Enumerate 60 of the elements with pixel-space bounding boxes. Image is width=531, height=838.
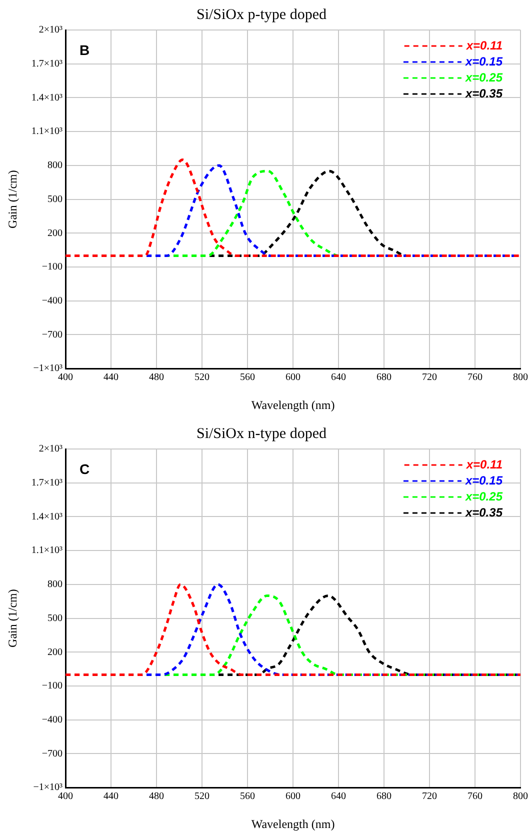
y-tick-label: −400 xyxy=(42,296,63,307)
x-tick-label: 720 xyxy=(422,791,438,802)
x-axis-title: Wavelength (nm) xyxy=(251,398,335,412)
y-tick-label: −100 xyxy=(42,262,63,273)
x-tick-label: 560 xyxy=(240,372,256,384)
y-tick-label: 1.1×10³ xyxy=(31,545,63,556)
legend-label: x=0.25 xyxy=(464,489,503,504)
x-tick-label: 680 xyxy=(376,372,392,384)
y-axis-title: Gain (1/cm) xyxy=(5,589,20,648)
x-tick-label: 600 xyxy=(286,791,301,802)
y-tick-label: 1.1×10³ xyxy=(31,126,63,138)
x-tick-label: 480 xyxy=(149,372,164,384)
annotation: C xyxy=(80,460,90,477)
x-tick-label: 400 xyxy=(58,372,74,384)
y-tick-label: 200 xyxy=(48,646,63,658)
y-tick-label: 1.4×10³ xyxy=(31,511,63,522)
x-tick-label: 720 xyxy=(422,372,438,384)
y-tick-label: 200 xyxy=(48,228,63,239)
x-tick-label: 640 xyxy=(331,791,346,802)
legend-label: x=0.15 xyxy=(464,473,503,488)
y-tick-label: 800 xyxy=(48,579,63,590)
x-tick-label: 640 xyxy=(331,372,346,384)
x-tick-label: 440 xyxy=(104,791,119,802)
y-tick-label: 1.4×10³ xyxy=(31,92,63,104)
x-tick-label: 800 xyxy=(513,372,528,384)
y-tick-label: −100 xyxy=(42,680,63,692)
y-tick-label: 500 xyxy=(48,194,63,205)
x-tick-label: 520 xyxy=(194,791,210,802)
y-tick-label: 800 xyxy=(48,160,63,172)
legend-label: x=0.11 xyxy=(465,38,503,52)
y-tick-label: 1.7×10³ xyxy=(31,58,63,70)
x-tick-label: 440 xyxy=(104,372,119,384)
y-tick-label: −400 xyxy=(42,714,63,726)
x-tick-label: 520 xyxy=(194,372,210,384)
x-tick-label: 800 xyxy=(513,791,528,802)
x-tick-label: 400 xyxy=(58,791,74,802)
y-axis-title: Gain (1/cm) xyxy=(5,170,20,228)
x-tick-label: 600 xyxy=(286,372,301,384)
x-tick-label: 760 xyxy=(468,791,483,802)
x-tick-label: 680 xyxy=(376,791,392,802)
legend-label: x=0.15 xyxy=(464,54,503,68)
y-tick-label: 1.7×10³ xyxy=(31,477,63,488)
legend-label: x=0.35 xyxy=(464,505,503,520)
y-tick-label: −700 xyxy=(42,329,63,340)
x-tick-label: 480 xyxy=(149,791,164,802)
chart-title: Si/SiOx n-type doped xyxy=(196,426,327,442)
y-tick-label: 2×10³ xyxy=(38,24,63,36)
legend-label: x=0.11 xyxy=(465,457,503,472)
annotation: B xyxy=(80,42,90,58)
legend-label: x=0.35 xyxy=(464,86,503,100)
x-tick-label: 760 xyxy=(468,372,483,384)
y-tick-label: 500 xyxy=(48,612,63,624)
legend-label: x=0.25 xyxy=(464,70,503,84)
y-tick-label: −1×10³ xyxy=(33,363,63,374)
y-tick-label: 2×10³ xyxy=(38,444,63,455)
y-tick-label: −700 xyxy=(42,748,63,760)
x-axis-title: Wavelength (nm) xyxy=(251,816,335,831)
y-tick-label: −1×10³ xyxy=(33,782,63,794)
chart-title: Si/SiOx p-type doped xyxy=(196,6,327,23)
x-tick-label: 560 xyxy=(240,791,256,802)
